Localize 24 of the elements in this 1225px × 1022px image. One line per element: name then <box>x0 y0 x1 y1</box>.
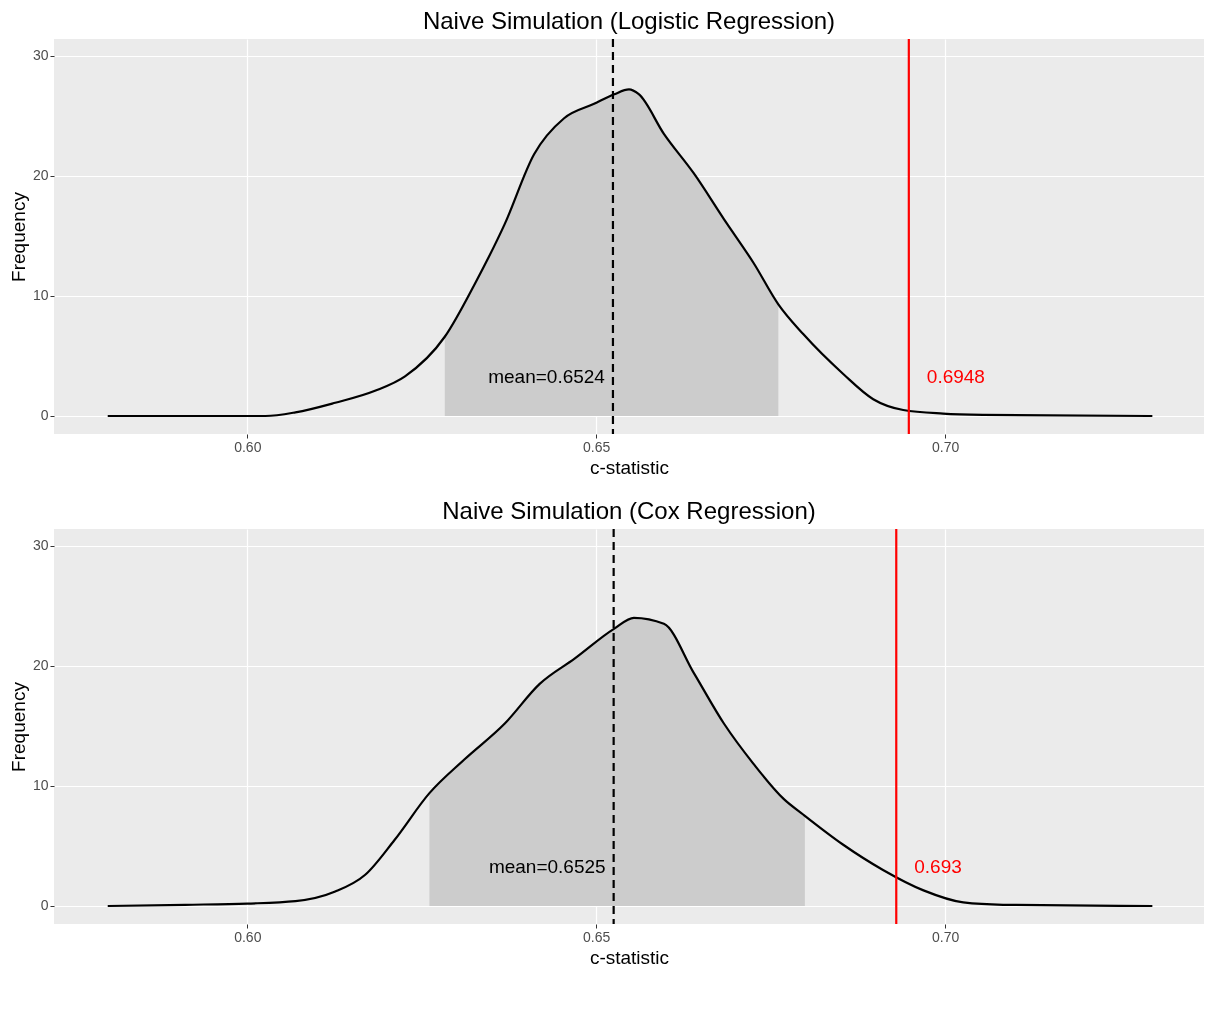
ref-line-label: mean=0.6525 <box>488 856 606 877</box>
y-tick-label: 0 <box>40 897 49 914</box>
x-tick-label: 0.70 <box>931 928 960 945</box>
ref-line-label: mean=0.6524 <box>488 366 606 387</box>
y-axis-title: Frequency <box>7 191 29 282</box>
y-tick-label: 30 <box>32 537 49 554</box>
x-axis-title: c-statistic <box>589 456 670 478</box>
chart-title: Naive Simulation (Logistic Regression) <box>422 6 836 34</box>
y-tick-label: 10 <box>32 287 49 304</box>
x-tick-label: 0.70 <box>931 438 960 455</box>
x-tick-label: 0.60 <box>234 438 262 455</box>
x-tick-label: 0.60 <box>234 928 262 945</box>
y-tick-label: 0 <box>40 407 49 424</box>
x-tick-label: 0.65 <box>583 438 611 455</box>
ref-line-label: 0.6948 <box>926 366 985 387</box>
x-axis-title: c-statistic <box>589 946 670 968</box>
y-tick-label: 20 <box>32 657 49 674</box>
ref-line-label: 0.693 <box>914 856 962 877</box>
chart-title: Naive Simulation (Cox Regression) <box>442 496 816 524</box>
y-tick-label: 20 <box>32 167 49 184</box>
y-tick-label: 10 <box>32 777 49 794</box>
x-tick-label: 0.65 <box>583 928 611 945</box>
y-tick-label: 30 <box>32 47 49 64</box>
y-axis-title: Frequency <box>7 681 29 772</box>
